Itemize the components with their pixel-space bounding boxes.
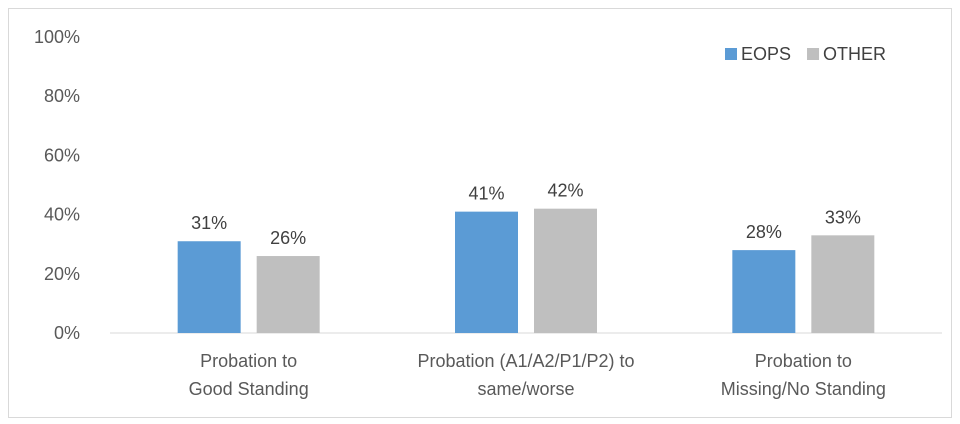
y-axis-ticks: 0% 20% 40% 60% 80% 100%	[34, 27, 80, 343]
bar-eops-2	[732, 250, 796, 333]
bar-eops-1	[455, 211, 518, 333]
legend-swatch-other	[807, 48, 820, 60]
category-label: Probation to	[200, 351, 297, 371]
legend: EOPS OTHER	[725, 44, 886, 64]
bars-group	[177, 208, 875, 333]
bar-other-0	[256, 256, 320, 333]
category-labels-group: Probation to Good Standing Probation (A1/A…	[189, 351, 886, 399]
legend-swatch-eops	[725, 48, 737, 60]
y-tick-label: 20%	[44, 264, 80, 284]
data-label: 26%	[270, 228, 306, 248]
y-tick-label: 60%	[44, 145, 80, 165]
data-label: 31%	[191, 213, 227, 233]
category-label: same/worse	[477, 379, 574, 399]
category-label: Probation to	[755, 351, 852, 371]
bar-other-1	[534, 208, 597, 333]
data-label: 33%	[825, 207, 861, 227]
data-label: 41%	[468, 184, 504, 204]
data-label: 42%	[547, 181, 583, 201]
category-label: Missing/No Standing	[721, 379, 886, 399]
y-tick-label: 40%	[44, 205, 80, 225]
bar-eops-0	[177, 241, 241, 333]
data-label: 28%	[746, 222, 782, 242]
bar-other-2	[811, 235, 875, 333]
y-tick-label: 80%	[44, 86, 80, 106]
category-label: Probation (A1/A2/P1/P2) to	[417, 351, 634, 371]
legend-label: EOPS	[741, 44, 791, 64]
y-tick-label: 0%	[54, 323, 80, 343]
category-label: Good Standing	[189, 379, 309, 399]
data-labels-group: 31% 26% 41% 42% 28% 33%	[191, 181, 861, 248]
y-tick-label: 100%	[34, 27, 80, 47]
legend-label: OTHER	[823, 44, 886, 64]
